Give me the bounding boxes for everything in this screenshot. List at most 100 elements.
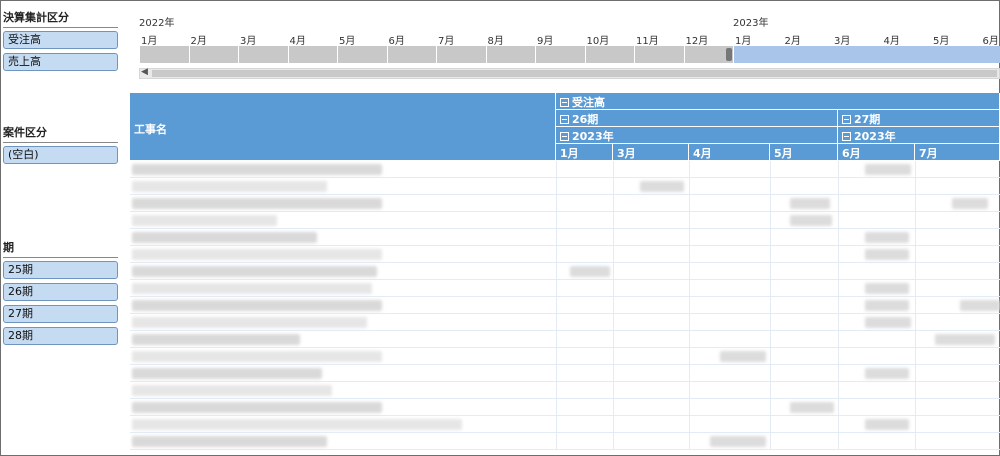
- grid-line: [915, 280, 916, 297]
- collapse-icon[interactable]: [560, 98, 569, 107]
- slicer-item-order[interactable]: 受注高: [3, 31, 118, 49]
- column-header-period-27[interactable]: 27期: [838, 110, 1000, 127]
- redacted-project-name: [132, 283, 372, 294]
- redacted-project-name: [132, 368, 322, 379]
- grid-line: [838, 178, 839, 195]
- slicer-item-sales[interactable]: 売上高: [3, 53, 118, 71]
- table-row[interactable]: [130, 331, 1000, 348]
- redacted-value: [865, 368, 909, 379]
- grid-line: [613, 348, 614, 365]
- table-row[interactable]: [130, 416, 1000, 433]
- column-header-measure[interactable]: 受注高: [556, 93, 1000, 110]
- collapse-icon[interactable]: [842, 115, 851, 124]
- timeline-year-2022: 2022年: [139, 18, 175, 29]
- timeline-month-cell[interactable]: [584, 46, 635, 63]
- grid-line: [915, 212, 916, 229]
- grid-line: [915, 195, 916, 212]
- collapse-icon[interactable]: [560, 115, 569, 124]
- column-header-month[interactable]: 6月: [838, 144, 915, 161]
- redacted-project-name: [132, 181, 327, 192]
- slicer-item-period-26[interactable]: 26期: [3, 283, 118, 301]
- grid-line: [770, 195, 771, 212]
- timeline-month-cell[interactable]: [535, 46, 585, 63]
- grid-line: [556, 399, 557, 416]
- slicer-period: 期 25期 26期 27期 28期: [3, 240, 118, 349]
- triangle-left-icon[interactable]: ◀: [141, 67, 148, 77]
- grid-line: [838, 195, 839, 212]
- timeline-month-cell[interactable]: [436, 46, 486, 63]
- redacted-value: [865, 283, 909, 294]
- table-row[interactable]: [130, 348, 1000, 365]
- grid-line: [838, 365, 839, 382]
- grid-line: [556, 348, 557, 365]
- table-row[interactable]: [130, 246, 1000, 263]
- table-row[interactable]: [130, 433, 1000, 450]
- measure-label: 受注高: [572, 96, 605, 109]
- table-row[interactable]: [130, 263, 1000, 280]
- grid-line: [613, 263, 614, 280]
- table-row[interactable]: [130, 178, 1000, 195]
- timeline-month-cell[interactable]: [188, 46, 239, 63]
- timeline-month-cell[interactable]: [238, 46, 288, 63]
- column-header-month[interactable]: 1月: [556, 144, 613, 161]
- timeline-month-cell[interactable]: [634, 46, 684, 63]
- table-row[interactable]: [130, 297, 1000, 314]
- redacted-value: [865, 164, 911, 175]
- timeline-month-cell[interactable]: [139, 46, 189, 63]
- timeline-month-cell[interactable]: [683, 46, 734, 63]
- row-label-cell: [130, 246, 556, 263]
- column-header-year-2023-b[interactable]: 2023年: [838, 127, 1000, 144]
- timeline-month-cell[interactable]: [337, 46, 387, 63]
- redacted-project-name: [132, 419, 462, 430]
- timeline-year-2023: 2023年: [733, 18, 769, 29]
- timeline-drag-handle[interactable]: [726, 48, 732, 61]
- grid-line: [613, 433, 614, 450]
- timeline-month-cell[interactable]: [287, 46, 338, 63]
- row-header-cell[interactable]: 工事名: [130, 93, 556, 161]
- slicer-item-period-27[interactable]: 27期: [3, 305, 118, 323]
- timeline-month-label: 4月: [289, 36, 306, 47]
- slicer-item-blank[interactable]: (空白): [3, 146, 118, 164]
- slicer-item-period-28[interactable]: 28期: [3, 327, 118, 345]
- timeline-selection[interactable]: [733, 46, 1000, 63]
- column-header-month[interactable]: 3月: [613, 144, 689, 161]
- collapse-icon[interactable]: [842, 132, 851, 141]
- timeline-month-cell[interactable]: [386, 46, 437, 63]
- grid-line: [689, 280, 690, 297]
- month-label: 6月: [842, 147, 861, 160]
- redacted-project-name: [132, 385, 332, 396]
- table-row[interactable]: [130, 229, 1000, 246]
- grid-line: [770, 229, 771, 246]
- grid-line: [556, 178, 557, 195]
- timeline-scrollbar[interactable]: ◀: [139, 67, 1000, 79]
- timeline-month-label: 12月: [685, 36, 709, 47]
- grid-line: [770, 399, 771, 416]
- timeline-scroll-thumb[interactable]: [152, 70, 997, 77]
- timeline-month-label: 6月: [982, 36, 999, 47]
- collapse-icon[interactable]: [560, 132, 569, 141]
- table-row[interactable]: [130, 161, 1000, 178]
- timeline-month-label: 1月: [735, 36, 752, 47]
- timeline-month-cell[interactable]: [485, 46, 536, 63]
- column-header-month[interactable]: 4月: [689, 144, 770, 161]
- grid-line: [915, 246, 916, 263]
- column-header-month[interactable]: 5月: [770, 144, 838, 161]
- table-row[interactable]: [130, 365, 1000, 382]
- redacted-value: [952, 198, 988, 209]
- slicer-item-period-25[interactable]: 25期: [3, 261, 118, 279]
- column-header-year-2023-a[interactable]: 2023年: [556, 127, 838, 144]
- column-header-month[interactable]: 7月: [915, 144, 1000, 161]
- table-row[interactable]: [130, 382, 1000, 399]
- table-row[interactable]: [130, 195, 1000, 212]
- table-row[interactable]: [130, 399, 1000, 416]
- month-label: 4月: [693, 147, 712, 160]
- table-row[interactable]: [130, 212, 1000, 229]
- column-header-period-26[interactable]: 26期: [556, 110, 838, 127]
- redacted-value: [865, 419, 909, 430]
- table-row[interactable]: [130, 280, 1000, 297]
- grid-line: [689, 433, 690, 450]
- table-row[interactable]: [130, 314, 1000, 331]
- grid-line: [689, 178, 690, 195]
- timeline-bar[interactable]: [139, 46, 1000, 63]
- grid-line: [838, 399, 839, 416]
